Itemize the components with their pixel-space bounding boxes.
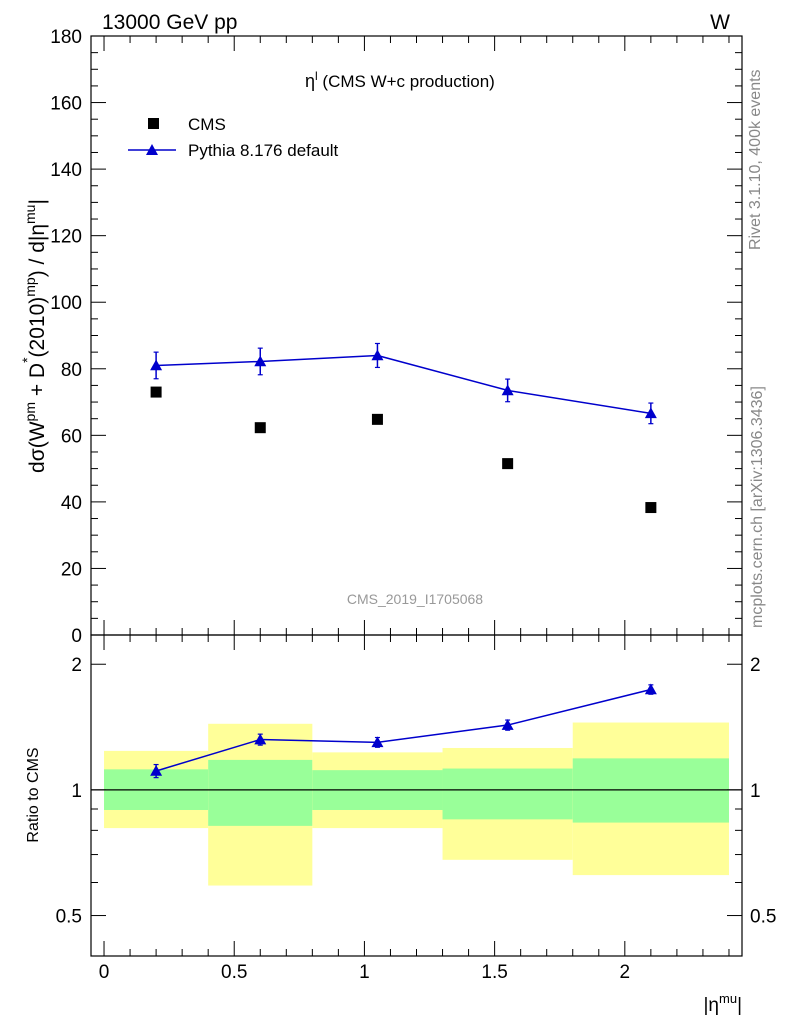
xlabel-b: | xyxy=(737,995,742,1016)
ylabel-b-sup: * xyxy=(19,357,35,363)
inner-band-3 xyxy=(442,768,573,820)
ratio-point-1 xyxy=(254,733,267,745)
pythia-point-3 xyxy=(501,384,514,396)
y-tick-label-4: 80 xyxy=(61,360,82,381)
xlabel-a-sup: mu xyxy=(719,991,737,1006)
cms-point-3 xyxy=(502,458,514,470)
pythia-line xyxy=(156,354,651,415)
pythia-point-2 xyxy=(371,349,384,361)
x-tick-label-4: 2 xyxy=(620,962,631,983)
title-main: η xyxy=(305,71,315,91)
cms-point-2 xyxy=(371,413,383,425)
cms-point-1 xyxy=(254,422,266,434)
ratio-tick-label-right-1: 1 xyxy=(750,781,761,802)
ratio-point-4 xyxy=(644,683,657,695)
y-tick-label-7: 140 xyxy=(50,160,82,181)
y-tick-label-0: 0 xyxy=(71,626,82,647)
ratio-point-2 xyxy=(371,736,384,748)
ratio-tick-label-left-0: 0.5 xyxy=(56,907,82,928)
ylabel-d: ) / d|η xyxy=(26,224,49,277)
legend-cms-label: CMS xyxy=(188,115,226,134)
ylabel-a-sup: pm xyxy=(22,402,38,421)
cms-point-0 xyxy=(150,386,162,398)
y-tick-label-5: 100 xyxy=(50,293,82,314)
legend: CMS Pythia 8.176 default xyxy=(128,115,339,160)
legend-pythia-marker xyxy=(146,144,158,155)
xlabel-a: |η xyxy=(703,995,719,1016)
x-tick-label-3: 1.5 xyxy=(481,962,507,983)
pythia-point-0 xyxy=(150,359,163,371)
energy-label: 13000 GeV pp xyxy=(102,11,237,34)
analysis-id: CMS_2019_I1705068 xyxy=(347,591,483,607)
main-series xyxy=(150,342,657,514)
rivet-label: Rivet 3.1.10, 400k events xyxy=(747,69,764,250)
y-tick-label-3: 60 xyxy=(61,426,82,447)
ratio-y-axis-label: Ratio to CMS xyxy=(25,747,42,842)
x-tick-label-0: 0 xyxy=(99,962,110,983)
ratio-point-0 xyxy=(150,764,163,776)
ylabel-c-sup: mp xyxy=(22,277,38,297)
ylabel-e: | xyxy=(26,199,49,204)
cms-point-4 xyxy=(645,502,657,514)
ratio-uncertainty-bands xyxy=(104,722,729,886)
ratio-series xyxy=(150,683,657,779)
y-tick-label-6: 120 xyxy=(50,227,82,248)
ylabel-a: dσ(W xyxy=(26,421,49,473)
y-axis-label: dσ(Wpm + D*(2010)mp) / d|ηmu| xyxy=(19,199,49,473)
legend-pythia-label: Pythia 8.176 default xyxy=(188,141,339,160)
ratio-tick-label-left-2: 2 xyxy=(71,655,82,676)
plot-title: ηl (CMS W+c production) xyxy=(305,69,495,91)
y-tick-label-2: 40 xyxy=(61,493,82,514)
ratio-tick-label-right-0: 0.5 xyxy=(750,907,776,928)
ylabel-b: + D xyxy=(26,363,49,402)
y-tick-label-8: 160 xyxy=(50,94,82,115)
pythia-point-1 xyxy=(254,355,267,367)
x-tick-label-2: 1 xyxy=(359,962,370,983)
ylabel-c: (2010) xyxy=(26,297,49,358)
inner-band-1 xyxy=(208,759,313,826)
legend-cms-marker xyxy=(148,118,159,129)
ratio-point-3 xyxy=(501,719,514,730)
pythia-point-4 xyxy=(644,407,657,419)
ratio-tick-label-right-2: 2 xyxy=(750,655,761,676)
ylabel-d-sup: mu xyxy=(22,205,38,224)
y-tick-label-9: 180 xyxy=(50,27,82,48)
x-tick-label-1: 0.5 xyxy=(221,962,247,983)
title-sup: l xyxy=(315,69,318,83)
x-axis-label: |ηmu| xyxy=(703,991,742,1016)
y-tick-label-1: 20 xyxy=(61,559,82,580)
process-label: W xyxy=(710,11,730,34)
ratio-tick-label-left-1: 1 xyxy=(71,781,82,802)
mcplots-label: mcplots.cern.ch [arXiv:1306.3436] xyxy=(749,386,766,628)
title-rest: (CMS W+c production) xyxy=(318,72,495,91)
